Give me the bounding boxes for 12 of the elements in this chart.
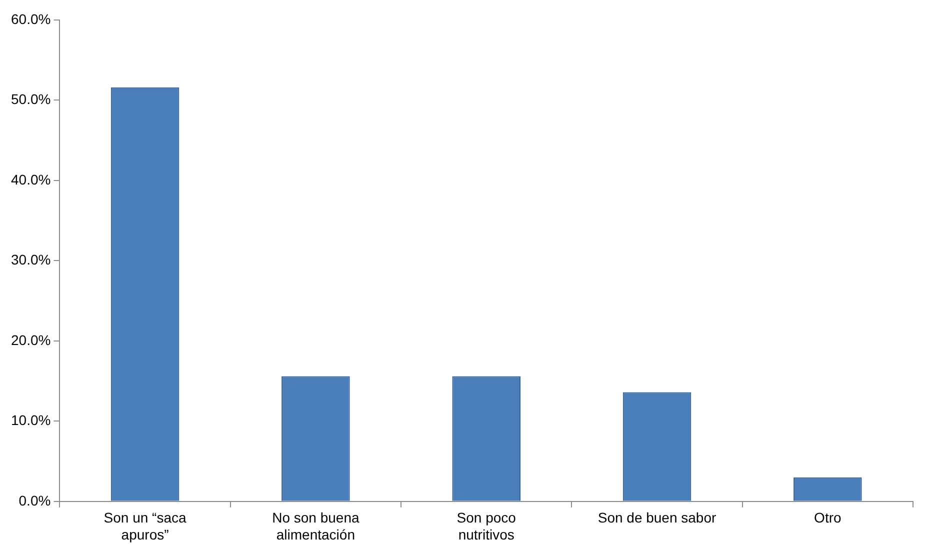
y-tick-label: 10.0% xyxy=(10,412,51,428)
x-tick-label: Otro xyxy=(814,510,842,526)
x-tick-label: No son buena alimentación xyxy=(272,510,360,542)
y-tick-label: 20.0% xyxy=(10,332,51,348)
y-tick-label: 50.0% xyxy=(10,91,51,108)
x-tick-label: Son un “saca apuros” xyxy=(104,510,186,542)
y-tick-label: 0.0% xyxy=(18,492,51,508)
y-tick-label: 40.0% xyxy=(10,171,51,188)
x-tick-label: Son poco nutritivos xyxy=(456,510,516,542)
y-tick-label: 60.0% xyxy=(10,10,51,27)
y-tick-label: 30.0% xyxy=(10,252,51,268)
x-tick-label: Son de buen sabor xyxy=(598,510,716,526)
